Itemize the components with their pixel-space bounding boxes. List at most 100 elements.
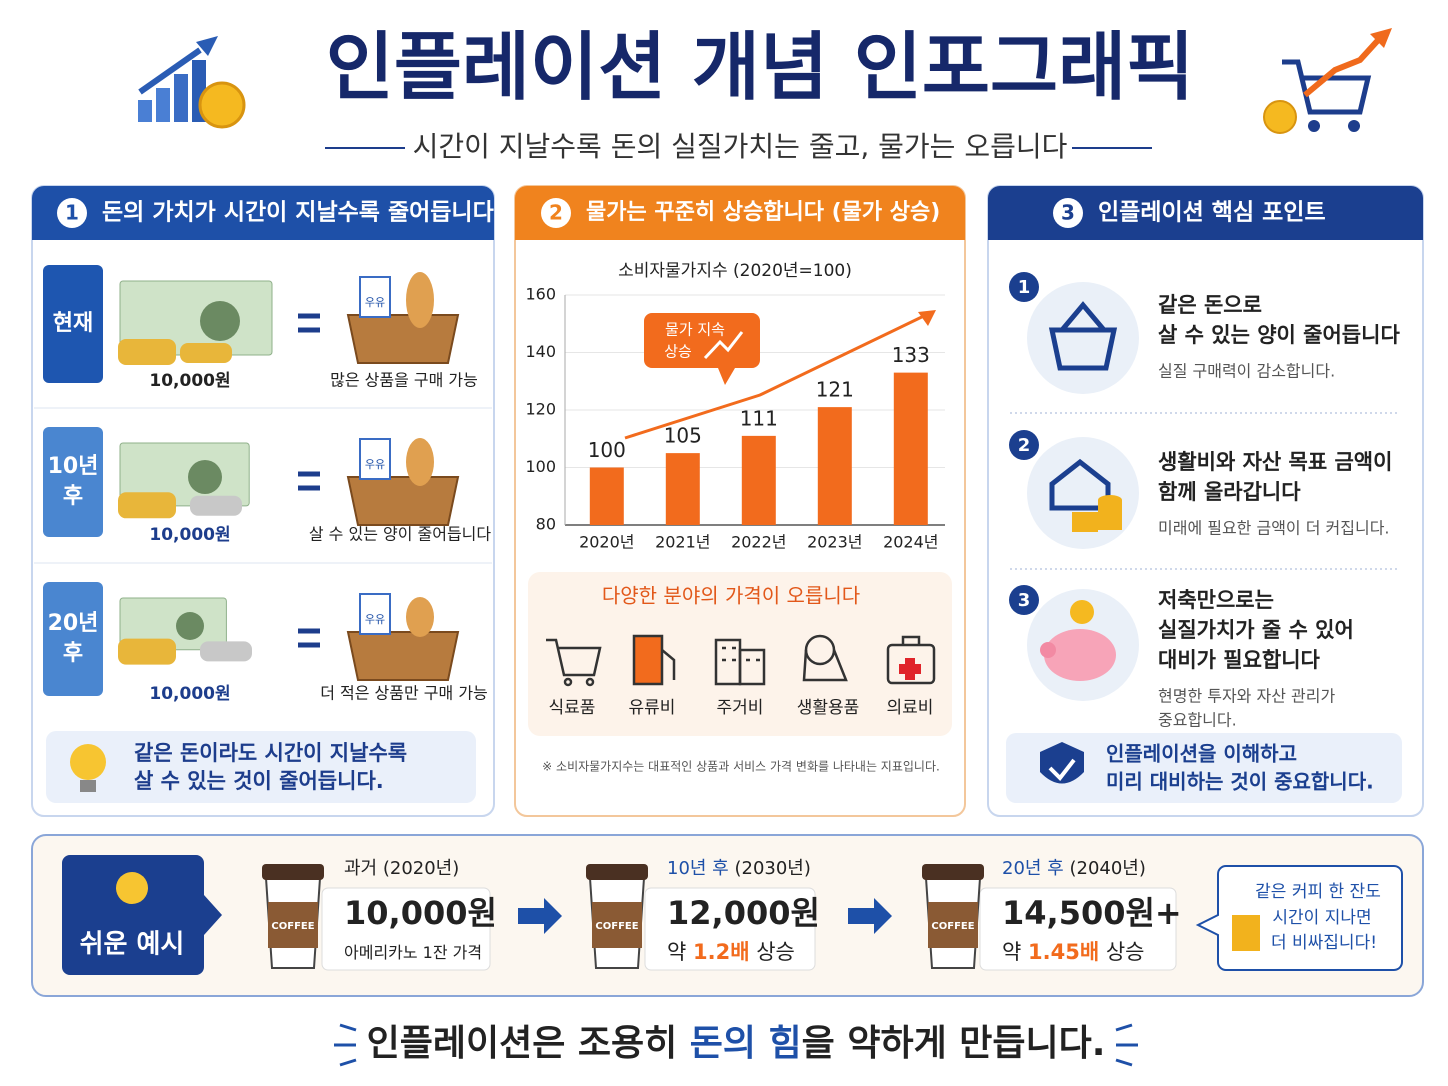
price-box bbox=[979, 887, 1177, 971]
footer-part: 을 약하게 만듭니다. bbox=[802, 1023, 1106, 1064]
period-badge bbox=[43, 427, 103, 537]
arrow bbox=[518, 898, 562, 934]
rise-factor: 1.45배 bbox=[1028, 940, 1099, 964]
point-title: 실질가치가 줄 수 있어 bbox=[1158, 618, 1354, 642]
header-icon-left bbox=[138, 36, 246, 129]
footer-deco bbox=[1115, 1023, 1138, 1067]
y-tick-label: 160 bbox=[525, 285, 556, 304]
cup-sleeve bbox=[592, 902, 642, 948]
bar bbox=[817, 407, 852, 525]
amount: 10,000원 bbox=[149, 525, 230, 545]
cup-label: COFFEE bbox=[271, 921, 314, 932]
point-number: 3 bbox=[1018, 590, 1031, 611]
bar bbox=[665, 453, 700, 525]
result: 살 수 있는 양이 줄어듭니다 bbox=[309, 525, 492, 544]
equals bbox=[298, 471, 320, 491]
example-label: 쉬운 예시 bbox=[80, 930, 185, 960]
panel-header bbox=[515, 186, 965, 240]
period: 과거 bbox=[344, 858, 377, 879]
footer-deco bbox=[334, 1023, 357, 1067]
point-desc: 현명한 투자와 자산 관리가 bbox=[1158, 687, 1335, 706]
footer-part: 인플레이션은 조용히 bbox=[367, 1023, 690, 1064]
bubble-text: 더 비싸집니다! bbox=[1271, 933, 1377, 953]
milk-carton bbox=[359, 276, 391, 318]
panel-number: 1 bbox=[65, 201, 79, 225]
bread bbox=[406, 272, 434, 328]
panel-title: 인플레이션 핵심 포인트 bbox=[1098, 200, 1326, 226]
point-icon-bg bbox=[1027, 282, 1139, 394]
note-box bbox=[1006, 733, 1402, 803]
desc-part: 약 bbox=[1002, 940, 1028, 964]
panel-number: 3 bbox=[1061, 201, 1075, 225]
period: 20년 후 bbox=[1002, 858, 1064, 879]
equals bbox=[298, 313, 320, 333]
shield-check bbox=[1048, 758, 1076, 782]
rise-factor: 1.2배 bbox=[693, 940, 750, 964]
annotation: 물가 지속 bbox=[665, 321, 725, 339]
price-box bbox=[644, 887, 816, 971]
cup-sleeve bbox=[268, 902, 318, 948]
data-label: 105 bbox=[664, 424, 702, 448]
cup-label: COFFEE bbox=[595, 921, 638, 932]
trend-arrow-head bbox=[918, 310, 936, 326]
amount: 10,000원 bbox=[149, 684, 230, 704]
cup-lid bbox=[922, 864, 984, 880]
title: 인플레이션 개념 인포그래픽 bbox=[326, 25, 1194, 111]
period: 10년 후 bbox=[667, 858, 729, 879]
y-tick-label: 120 bbox=[525, 400, 556, 419]
badge bbox=[1053, 198, 1083, 228]
milk-carton bbox=[359, 593, 391, 635]
bar bbox=[893, 372, 928, 525]
banknote-portrait bbox=[176, 612, 204, 640]
result: 더 적은 상품만 구매 가능 bbox=[320, 684, 488, 703]
panel-title: 물가는 꾸준히 상승합니다 (물가 상승) bbox=[586, 199, 940, 225]
data-label: 111 bbox=[740, 406, 778, 430]
banknote bbox=[119, 442, 250, 507]
period-label: 20년 후 (2040년) bbox=[1002, 858, 1146, 879]
point-title: 같은 돈으로 bbox=[1158, 293, 1262, 317]
shield-icon bbox=[1040, 742, 1084, 784]
footer-emphasis: 돈의 힘 bbox=[690, 1023, 802, 1064]
price-box bbox=[321, 887, 491, 971]
data-label: 121 bbox=[816, 378, 854, 402]
bread bbox=[406, 438, 434, 486]
panel-number: 2 bbox=[549, 201, 563, 225]
period-label: 10년 후 (2030년) bbox=[667, 858, 811, 879]
banknote-portrait bbox=[200, 301, 240, 341]
point-title: 함께 올라갑니다 bbox=[1158, 480, 1301, 504]
price-desc: 아메리카노 1잔 가격 bbox=[344, 943, 482, 962]
period: 20년 bbox=[48, 611, 99, 636]
cup-lid bbox=[262, 864, 324, 880]
data-label: 100 bbox=[588, 438, 626, 462]
medical-cross bbox=[899, 658, 921, 680]
point-badge bbox=[1009, 585, 1039, 615]
year: (2040년) bbox=[1064, 858, 1146, 879]
year: (2020년) bbox=[377, 858, 459, 879]
coins bbox=[180, 343, 232, 363]
bar bbox=[589, 467, 624, 525]
cup-label: COFFEE bbox=[931, 921, 974, 932]
coins bbox=[200, 641, 252, 662]
footnote: ※ 소비자물가지수는 대표적인 상품과 서비스 가격 변화를 나타내는 지표입니… bbox=[542, 760, 940, 774]
sector-label: 유류비 bbox=[629, 698, 676, 718]
footer: 인플레이션은 조용히 돈의 힘을 약하게 만듭니다. bbox=[367, 1023, 1106, 1064]
point-title: 저축만으로는 bbox=[1158, 588, 1274, 612]
point-number: 2 bbox=[1018, 435, 1031, 456]
period-badge bbox=[43, 265, 103, 383]
milk-label: 우유 bbox=[365, 458, 385, 471]
bulb-icon bbox=[70, 744, 106, 792]
milk-carton bbox=[359, 438, 391, 480]
annotation-icon bbox=[703, 331, 744, 360]
point-icons bbox=[1040, 301, 1122, 681]
period: 후 bbox=[63, 641, 83, 666]
panel-title: 돈의 가치가 시간이 지날수록 줄어듭니다 bbox=[102, 200, 494, 226]
sector-label: 주거비 bbox=[717, 698, 764, 718]
annotation: 상승 bbox=[664, 343, 692, 361]
coins bbox=[118, 638, 176, 665]
x-tick-label: 2023년 bbox=[807, 533, 862, 552]
equals bbox=[298, 628, 320, 648]
note: 살 수 있는 것이 줄어듭니다. bbox=[134, 769, 384, 793]
badge bbox=[541, 198, 571, 228]
desc-part: 상승 bbox=[750, 940, 795, 964]
